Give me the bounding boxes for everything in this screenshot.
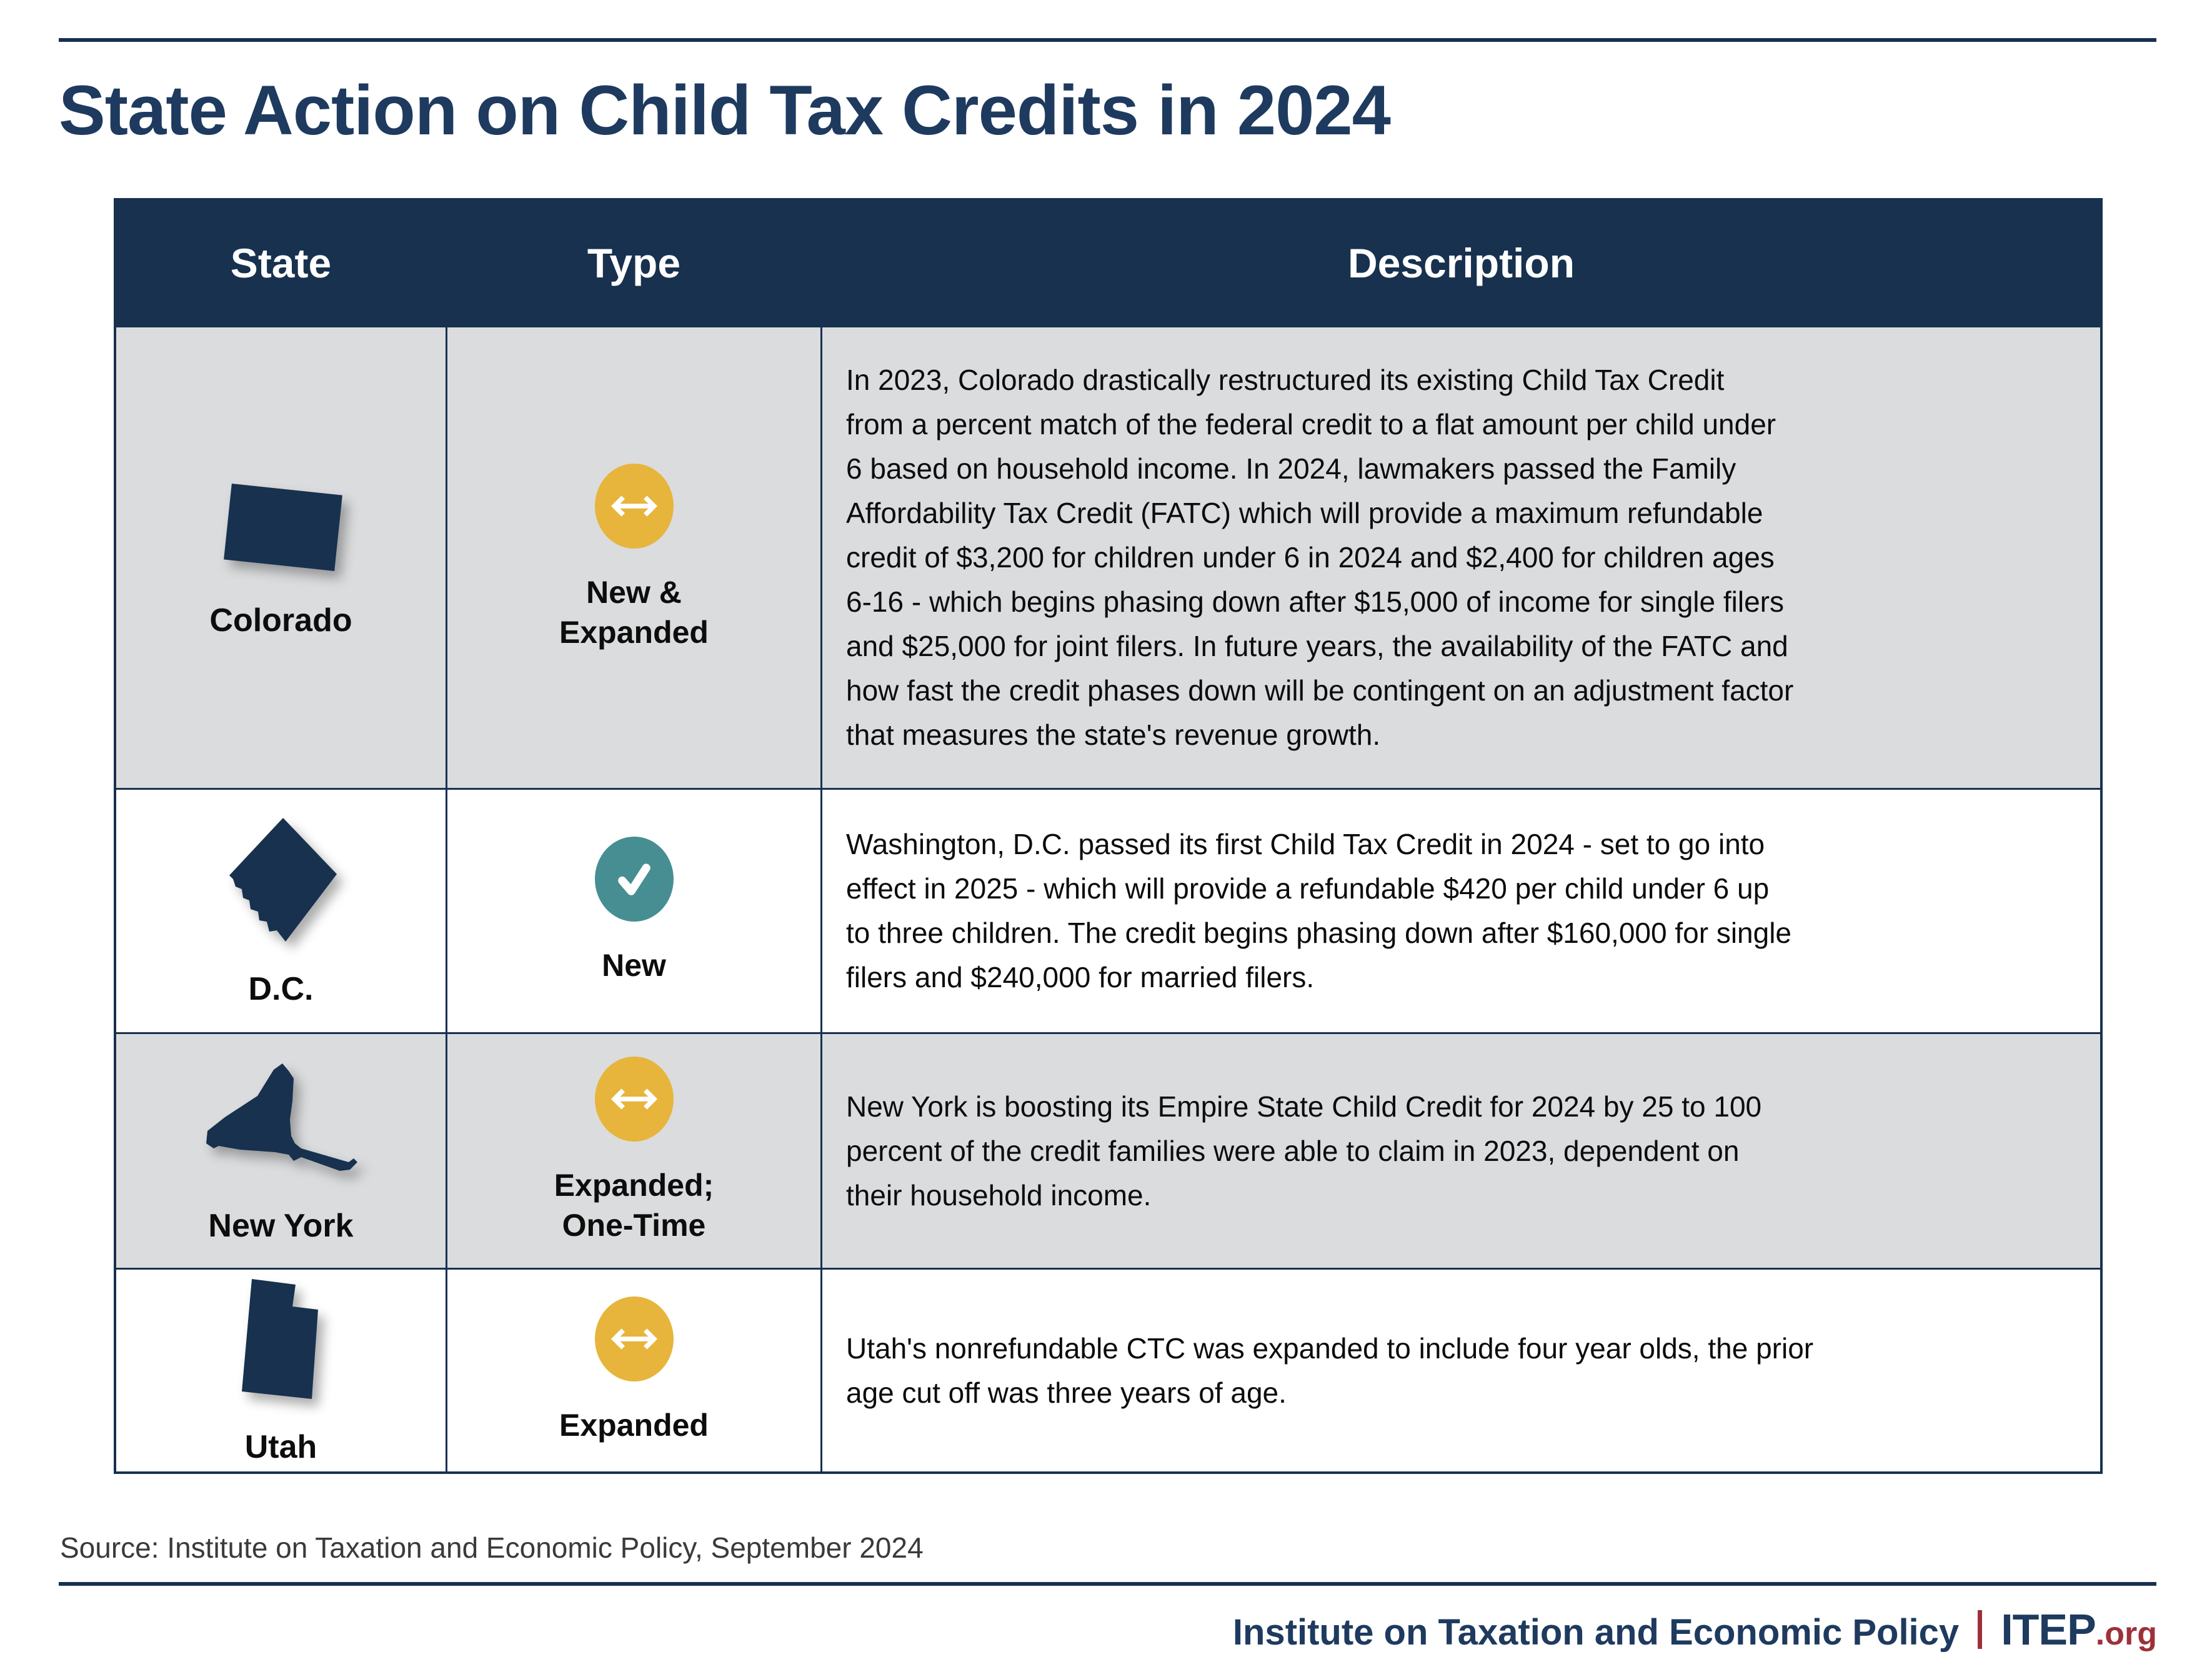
description-text: In 2023, Colorado drastically restructur… <box>846 364 1794 751</box>
double-arrow-expand-icon <box>594 1296 674 1381</box>
state-name-label: Utah <box>244 1429 317 1465</box>
double-arrow-expand-icon <box>594 1057 674 1142</box>
itep-logo: ITEP <box>2001 1605 2096 1654</box>
footer-org-name: Institute on Taxation and Economic Polic… <box>1232 1612 1960 1653</box>
type-cell-utah: Expanded <box>447 1270 820 1471</box>
state-name-label: New York <box>208 1208 354 1244</box>
top-divider-rule <box>59 38 2156 42</box>
state-cell-new-york: New York <box>116 1034 446 1268</box>
state-cell-utah: Utah <box>116 1270 446 1471</box>
utah-state-shape-icon <box>234 1275 328 1403</box>
type-cell-colorado: New & Expanded <box>447 327 820 788</box>
double-arrow-expand-icon <box>594 463 674 549</box>
description-cell-utah: Utah's nonrefundable CTC was expanded to… <box>822 1270 2100 1471</box>
state-name-label: D.C. <box>248 971 314 1007</box>
page-title: State Action on Child Tax Credits in 202… <box>59 71 1391 149</box>
column-header-state: State <box>116 201 446 326</box>
footer-branding: Institute on Taxation and Economic Polic… <box>1233 1605 2157 1655</box>
dc-state-shape-icon <box>222 814 341 945</box>
type-label: New <box>602 948 666 983</box>
type-label: Expanded; One-Time <box>554 1168 714 1243</box>
state-cell-colorado: Colorado <box>116 327 446 788</box>
footer-divider-bar <box>1978 1610 1983 1649</box>
description-text: New York is boosting its Empire State Ch… <box>846 1090 1762 1212</box>
itep-logo-suffix: .org <box>2095 1616 2157 1652</box>
colorado-state-shape-icon <box>219 477 344 577</box>
column-header-type: Type <box>447 201 820 326</box>
source-attribution: Source: Institute on Taxation and Econom… <box>60 1531 924 1564</box>
description-text: Utah's nonrefundable CTC was expanded to… <box>846 1331 1814 1409</box>
checkmark-new-icon <box>594 837 674 922</box>
state-cell-dc: D.C. <box>116 790 446 1032</box>
new-york-state-shape-icon <box>200 1057 362 1182</box>
state-name-label: Colorado <box>209 602 352 639</box>
column-header-description: Description <box>822 201 2100 326</box>
type-label: Expanded <box>559 1407 709 1443</box>
type-cell-new-york: Expanded; One-Time <box>447 1034 820 1268</box>
type-label: New & Expanded <box>559 574 709 650</box>
state-ctc-table: State Type Description Colorado New & Exp… <box>114 198 2103 1474</box>
description-cell-dc: Washington, D.C. passed its first Child … <box>822 790 2100 1032</box>
description-cell-colorado: In 2023, Colorado drastically restructur… <box>822 327 2100 788</box>
type-cell-dc: New <box>447 790 820 1032</box>
bottom-divider-rule <box>59 1582 2156 1586</box>
description-cell-new-york: New York is boosting its Empire State Ch… <box>822 1034 2100 1268</box>
description-text: Washington, D.C. passed its first Child … <box>846 828 1792 993</box>
